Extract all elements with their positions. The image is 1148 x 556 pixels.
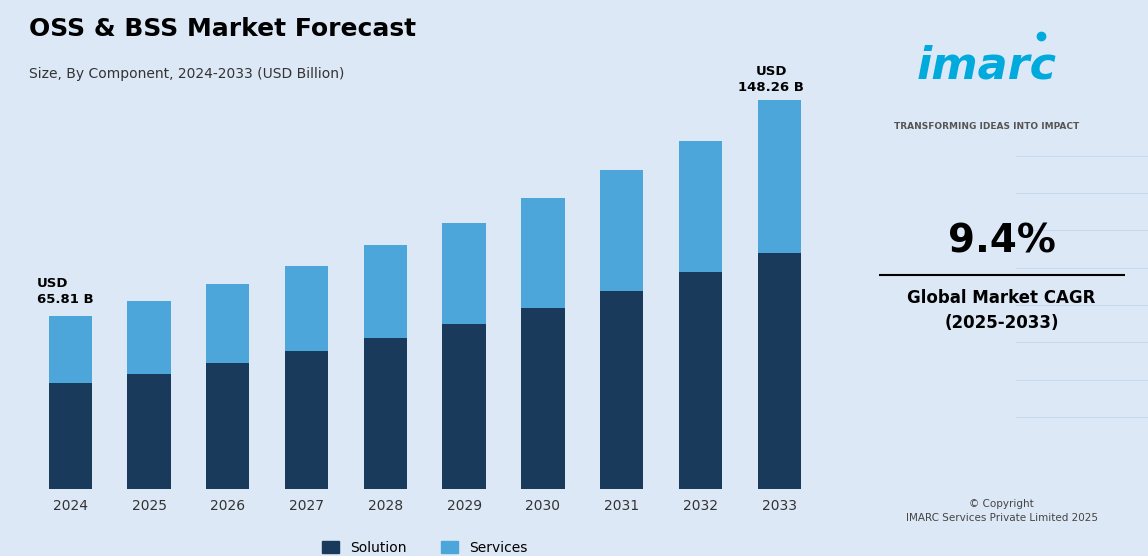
Bar	[442, 222, 486, 324]
Bar	[442, 324, 486, 489]
Bar	[678, 272, 722, 489]
Bar	[285, 266, 328, 351]
Text: TRANSFORMING IDEAS INTO IMPACT: TRANSFORMING IDEAS INTO IMPACT	[894, 122, 1079, 131]
Legend: Solution, Services: Solution, Services	[317, 535, 533, 556]
Bar	[521, 308, 565, 489]
Bar	[207, 284, 249, 363]
Bar	[364, 338, 408, 489]
Text: Global Market CAGR
(2025-2033): Global Market CAGR (2025-2033)	[907, 289, 1096, 332]
Bar	[521, 197, 565, 308]
Text: Size, By Component, 2024-2033 (USD Billion): Size, By Component, 2024-2033 (USD Billi…	[29, 67, 344, 81]
Bar	[48, 316, 92, 383]
Bar	[678, 141, 722, 272]
Bar	[285, 351, 328, 489]
Text: USD
65.81 B: USD 65.81 B	[37, 277, 94, 306]
Bar	[48, 383, 92, 489]
Bar	[600, 291, 643, 489]
Bar	[758, 100, 801, 253]
Bar	[600, 170, 643, 291]
Text: © Copyright
IMARC Services Private Limited 2025: © Copyright IMARC Services Private Limit…	[906, 499, 1097, 523]
Text: 9.4%: 9.4%	[948, 222, 1055, 260]
Bar	[207, 363, 249, 489]
Bar	[758, 253, 801, 489]
Text: imarc: imarc	[917, 44, 1057, 87]
Bar	[127, 301, 171, 374]
Bar	[127, 374, 171, 489]
Text: OSS & BSS Market Forecast: OSS & BSS Market Forecast	[29, 17, 416, 41]
Bar	[364, 245, 408, 338]
Text: USD
148.26 B: USD 148.26 B	[738, 66, 805, 95]
